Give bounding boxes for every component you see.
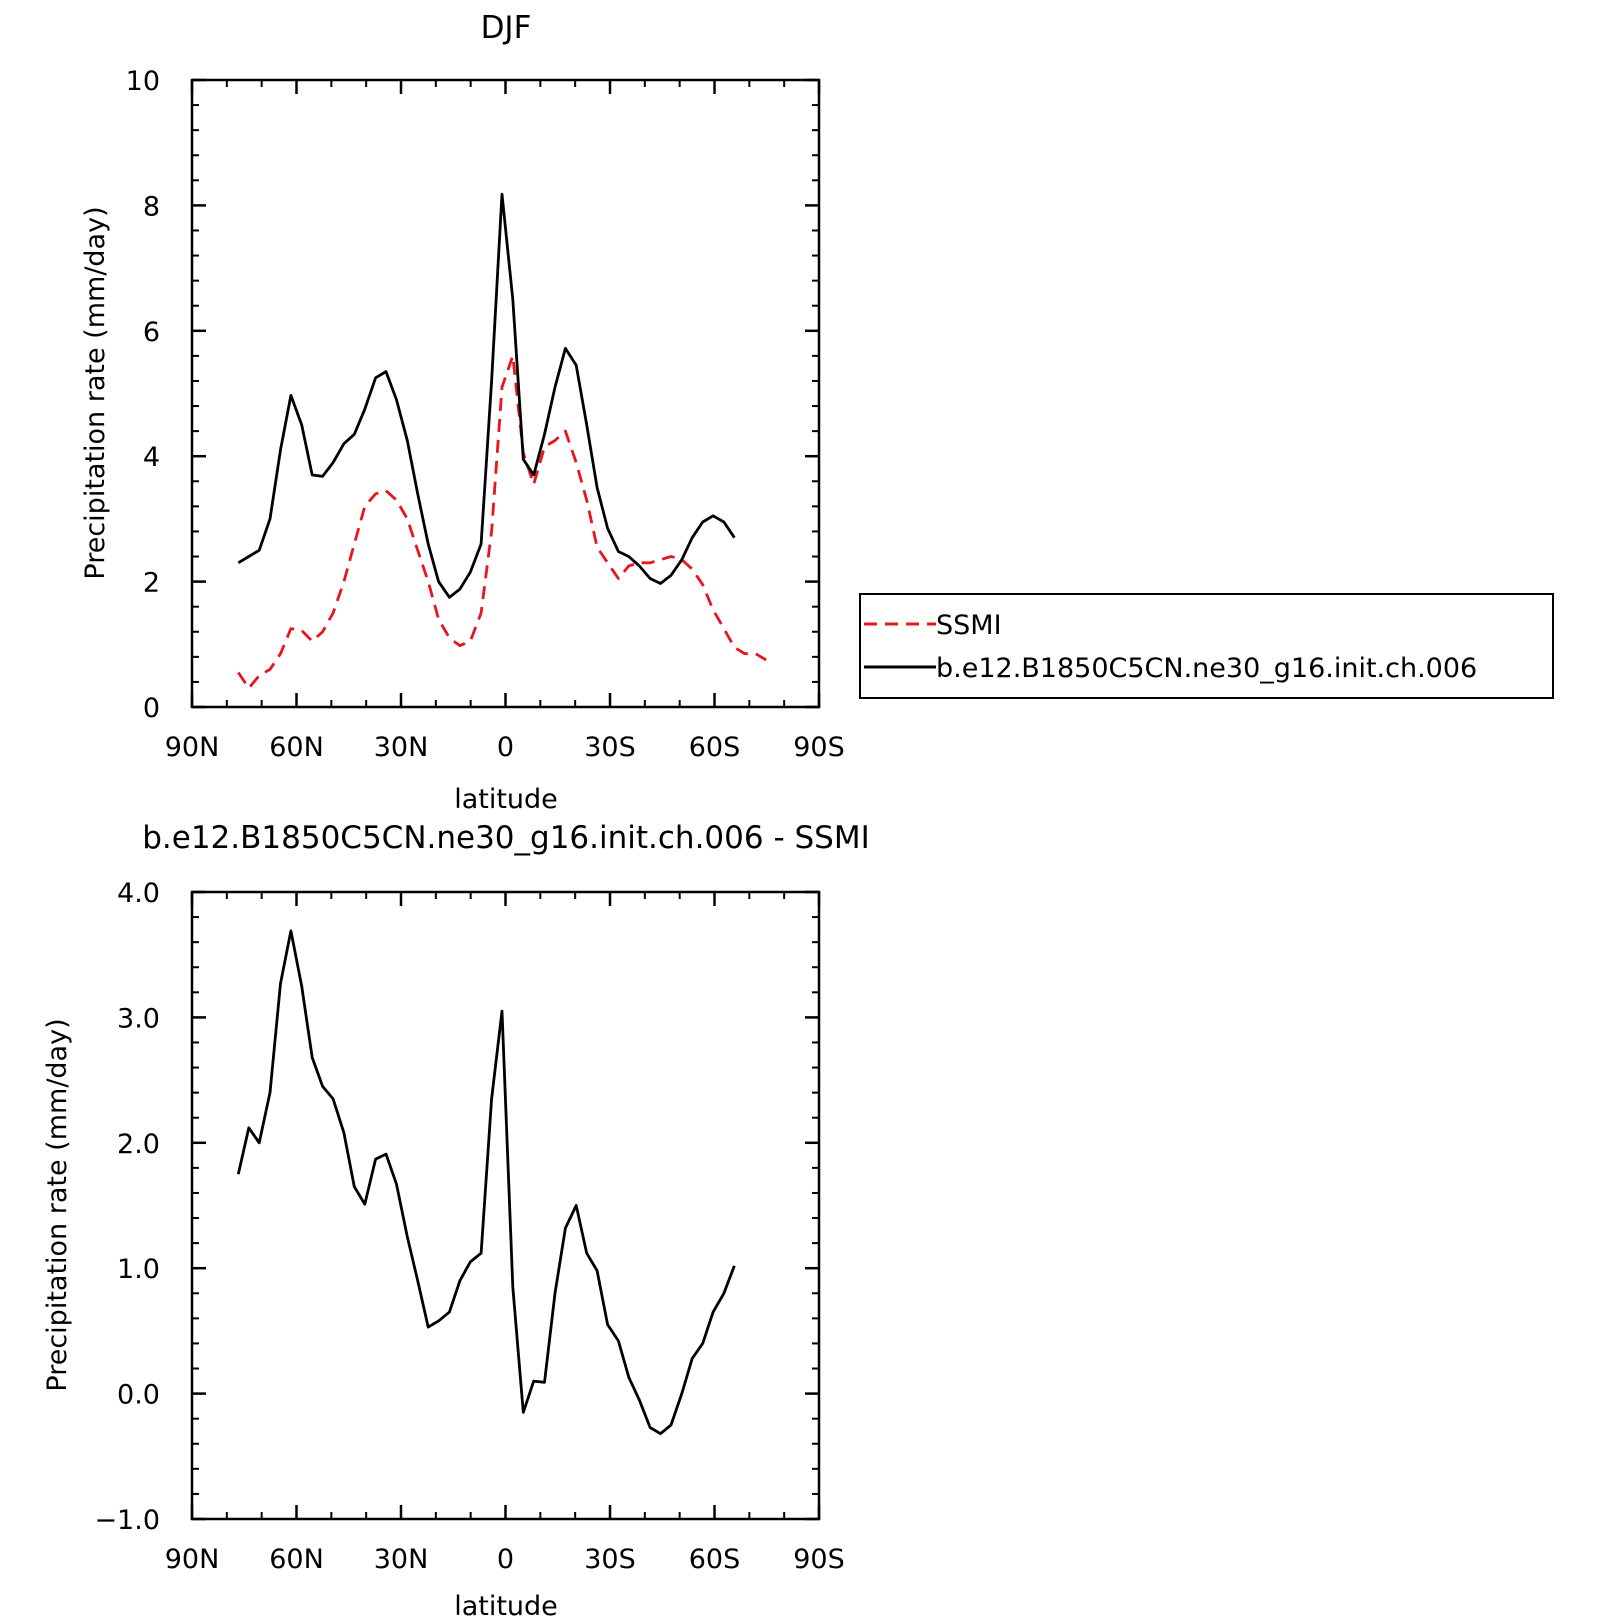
bottom-y-tick-label: 2.0 — [117, 1129, 160, 1160]
top-x-tick-label: 90S — [793, 732, 845, 763]
legend-box — [859, 593, 1554, 699]
top-y-tick-labels: 0 2 4 6 8 10 — [126, 66, 160, 724]
bottom-y-axis-label: Precipitation rate (mm/day) — [42, 1018, 73, 1391]
bottom-x-tick-label: 30S — [584, 1544, 636, 1575]
bottom-y-tick-label: 1.0 — [117, 1254, 160, 1285]
bottom-y-tick-label: 0.0 — [117, 1380, 160, 1411]
top-series-line-ssmi — [237, 354, 767, 690]
top-y-axis-label: Precipitation rate (mm/day) — [80, 206, 111, 579]
bottom-y-tick-label: 3.0 — [117, 1003, 160, 1034]
top-y-tick-label: 4 — [143, 442, 160, 473]
top-x-tick-label: 0 — [497, 732, 514, 763]
bottom-x-tick-label: 90S — [793, 1544, 845, 1575]
top-x-tick-label: 30N — [374, 732, 429, 763]
top-y-tick-label: 2 — [143, 568, 160, 599]
top-x-tick-labels: 90N 60N 30N 0 30S 60S 90S — [165, 732, 845, 763]
top-y-tick-label: 8 — [143, 191, 160, 222]
top-plot-frame — [190, 78, 821, 709]
bottom-x-tick-label: 0 — [497, 1544, 514, 1575]
bottom-x-tick-label: 60S — [689, 1544, 741, 1575]
bottom-axis-ticks — [190, 890, 821, 1521]
bottom-panel-title: b.e12.B1850C5CN.ne30_g16.init.ch.006 - S… — [142, 820, 870, 856]
top-y-tick-label: 6 — [143, 317, 160, 348]
top-panel-title: DJF — [481, 10, 532, 46]
bottom-x-axis-label: latitude — [454, 1591, 558, 1619]
top-series-group — [237, 192, 767, 690]
legend: SSMI b.e12.B1850C5CN.ne30_g16.init.ch.00… — [859, 593, 1554, 699]
bottom-series-line-difference — [236, 929, 736, 1436]
bottom-x-tick-label: 60N — [269, 1544, 324, 1575]
top-panel-djf: DJF 90N 60N 30N 0 30S 60S 90S 0 2 4 6 8 10 latitude… — [80, 10, 845, 815]
top-y-tick-label: 0 — [143, 693, 160, 724]
bottom-y-tick-label: 4.0 — [117, 878, 160, 909]
top-axis-ticks — [190, 78, 821, 709]
bottom-y-tick-labels: −1.0 0.0 1.0 2.0 3.0 4.0 — [94, 878, 160, 1536]
top-y-tick-label: 10 — [126, 66, 160, 97]
legend-label-ssmi: SSMI — [936, 610, 1002, 641]
top-x-tick-label: 60N — [269, 732, 324, 763]
top-x-axis-label: latitude — [454, 784, 558, 815]
top-series-line-model — [237, 192, 736, 599]
bottom-x-tick-label: 30N — [374, 1544, 429, 1575]
top-x-tick-label: 90N — [165, 732, 220, 763]
legend-label-model: b.e12.B1850C5CN.ne30_g16.init.ch.006 — [936, 653, 1477, 684]
top-x-tick-label: 60S — [689, 732, 741, 763]
bottom-x-tick-label: 90N — [165, 1544, 220, 1575]
bottom-y-tick-label: −1.0 — [94, 1505, 160, 1536]
bottom-x-tick-labels: 90N 60N 30N 0 30S 60S 90S — [165, 1544, 845, 1575]
bottom-panel-difference: b.e12.B1850C5CN.ne30_g16.init.ch.006 - S… — [42, 820, 870, 1619]
top-x-tick-label: 30S — [584, 732, 636, 763]
bottom-plot-frame — [190, 890, 821, 1521]
bottom-series-group — [236, 929, 736, 1436]
